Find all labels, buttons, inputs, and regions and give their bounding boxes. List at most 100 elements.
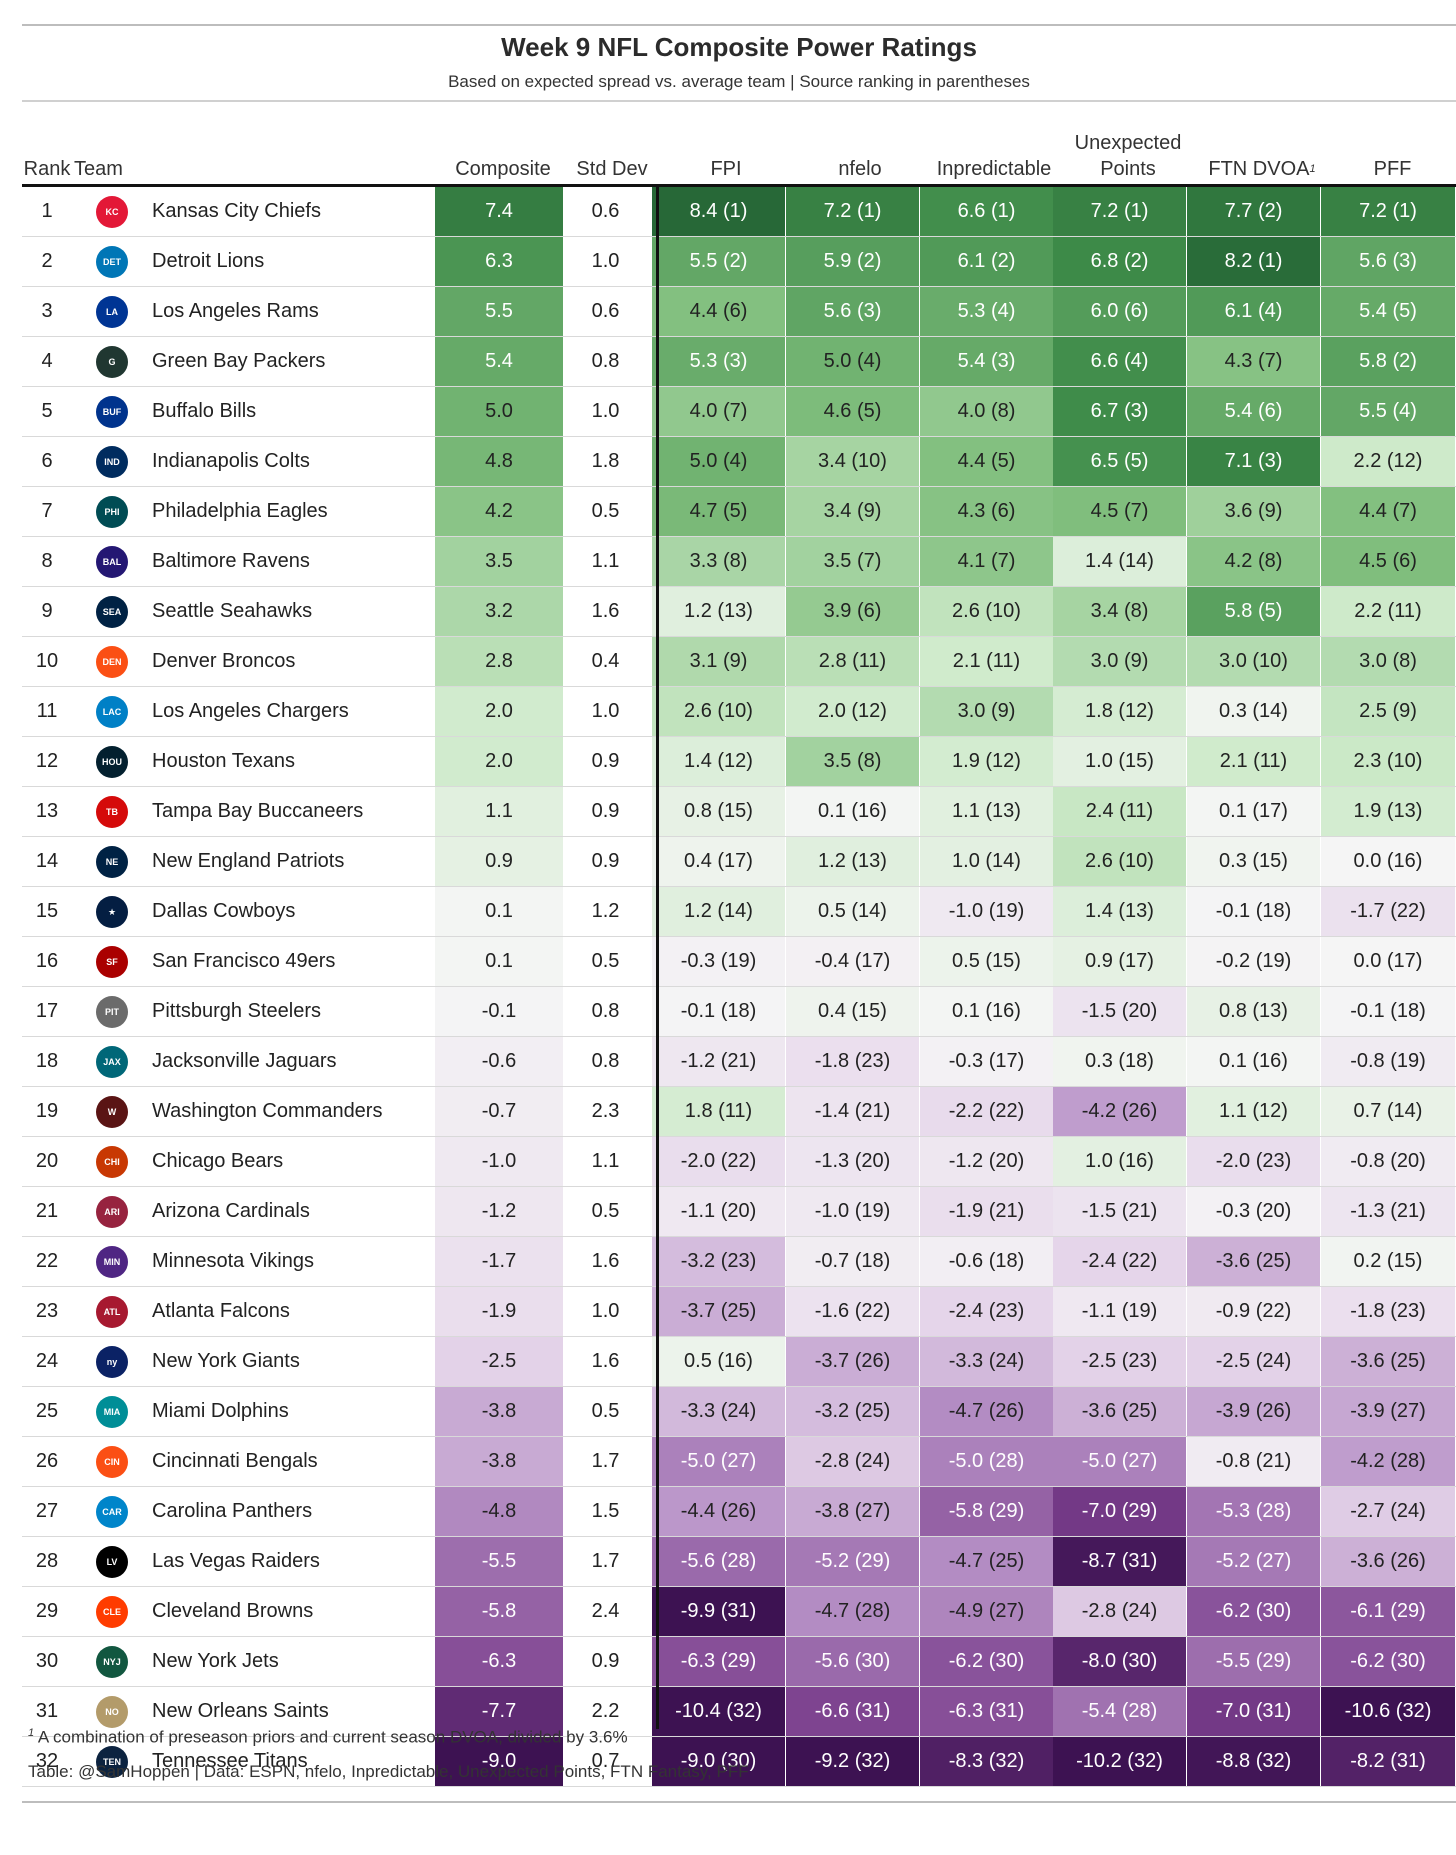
top-rule <box>22 24 1456 26</box>
fpi-cell: 2.6 (10) <box>652 687 785 736</box>
table-row: 27 CAR Carolina Panthers -4.8 1.5 -4.4 (26) -3… <box>22 1487 1456 1537</box>
pff-cell: 7.2 (1) <box>1321 187 1455 236</box>
nfelo-cell: -6.6 (31) <box>786 1687 919 1736</box>
nfelo-cell: -1.8 (23) <box>786 1037 919 1086</box>
nfelo-cell: 5.0 (4) <box>786 337 919 386</box>
table-row: 31 NO New Orleans Saints -7.7 2.2 -10.4 (32) -… <box>22 1687 1456 1737</box>
team-logo-icon: NO <box>96 1696 128 1728</box>
table-row: 22 MIN Minnesota Vikings -1.7 1.6 -3.2 (23) -0… <box>22 1237 1456 1287</box>
pff-cell: 1.9 (13) <box>1321 787 1455 836</box>
inpredictable-cell: -1.2 (20) <box>920 1137 1053 1186</box>
unexpected-cell: -5.4 (28) <box>1053 1687 1186 1736</box>
composite-cell: 0.9 <box>435 837 563 886</box>
table-row: 3 LA Los Angeles Rams 5.5 0.6 4.4 (6) 5.6 (3) 5… <box>22 287 1456 337</box>
composite-cell: -1.9 <box>435 1287 563 1336</box>
team-name: Jacksonville Jaguars <box>152 1050 337 1072</box>
table-row: 11 LAC Los Angeles Chargers 2.0 1.0 2.6 (10) 2… <box>22 687 1456 737</box>
team-logo-icon: CIN <box>96 1446 128 1478</box>
rank-cell: 18 <box>35 1050 59 1072</box>
inpredictable-cell: -5.8 (29) <box>920 1487 1053 1536</box>
ftn-cell: 5.8 (5) <box>1187 587 1320 636</box>
inpredictable-cell: 5.4 (3) <box>920 337 1053 386</box>
unexpected-cell: -3.6 (25) <box>1053 1387 1186 1436</box>
team-name: Minnesota Vikings <box>152 1250 314 1272</box>
table-row: 13 TB Tampa Bay Buccaneers 1.1 0.9 0.8 (15) 0.… <box>22 787 1456 837</box>
unexpected-cell: 6.8 (2) <box>1053 237 1186 286</box>
std_dev-cell: 0.6 <box>591 200 620 222</box>
pff-cell: -0.8 (20) <box>1321 1137 1455 1186</box>
ftn-cell: 0.3 (15) <box>1187 837 1320 886</box>
unexpected-cell: 6.0 (6) <box>1053 287 1186 336</box>
unexpected-cell: -10.2 (32) <box>1053 1737 1186 1786</box>
inpredictable-cell: 0.5 (15) <box>920 937 1053 986</box>
fpi-cell: 4.0 (7) <box>652 387 785 436</box>
std_dev-cell: 0.5 <box>591 1200 620 1222</box>
unexpected-cell: 1.4 (14) <box>1053 537 1186 586</box>
rank-cell: 11 <box>36 700 58 722</box>
team-logo-icon: BUF <box>96 396 128 428</box>
rank-cell: 12 <box>35 750 59 772</box>
team-name: Philadelphia Eagles <box>152 500 328 522</box>
rank-cell: 32 <box>35 1750 59 1772</box>
std_dev-cell: 0.8 <box>591 350 620 372</box>
team-logo-icon: JAX <box>96 1046 128 1078</box>
nfelo-cell: -5.6 (30) <box>786 1637 919 1686</box>
team-logo-icon: MIN <box>96 1246 128 1278</box>
fpi-cell: 1.8 (11) <box>652 1087 785 1136</box>
fpi-cell: 3.3 (8) <box>652 537 785 586</box>
pff-cell: 4.4 (7) <box>1321 487 1455 536</box>
std_dev-cell: 1.0 <box>591 1300 620 1322</box>
fpi-cell: 0.4 (17) <box>652 837 785 886</box>
inpredictable-cell: 2.1 (11) <box>920 637 1053 686</box>
pff-cell: 5.4 (5) <box>1321 287 1455 336</box>
unexpected-cell: 1.8 (12) <box>1053 687 1186 736</box>
header-ftn-dvoa: FTN DVOA 1 <box>1195 108 1329 182</box>
rank-cell: 31 <box>35 1700 59 1722</box>
unexpected-cell: -1.1 (19) <box>1053 1287 1186 1336</box>
std_dev-cell: 0.5 <box>591 1400 620 1422</box>
fpi-cell: -2.0 (22) <box>652 1137 785 1186</box>
fpi-cell: 4.4 (6) <box>652 287 785 336</box>
composite-cell: 5.0 <box>435 387 563 436</box>
table-row: 9 SEA Seattle Seahawks 3.2 1.6 1.2 (13) 3.9 (6… <box>22 587 1456 637</box>
ftn-cell: 0.1 (16) <box>1187 1037 1320 1086</box>
fpi-cell: 4.7 (5) <box>652 487 785 536</box>
fpi-cell: 5.5 (2) <box>652 237 785 286</box>
composite-cell: -9.0 <box>435 1737 563 1786</box>
composite-cell: 2.0 <box>435 687 563 736</box>
pff-cell: -2.7 (24) <box>1321 1487 1455 1536</box>
unexpected-cell: -8.7 (31) <box>1053 1537 1186 1586</box>
ftn-cell: 3.0 (10) <box>1187 637 1320 686</box>
composite-cell: 2.8 <box>435 637 563 686</box>
composite-cell: -3.8 <box>435 1437 563 1486</box>
team-logo-icon: CAR <box>96 1496 128 1528</box>
team-name: Washington Commanders <box>152 1100 383 1122</box>
source-divider <box>656 184 659 1729</box>
nfelo-cell: -1.0 (19) <box>786 1187 919 1236</box>
header-ftn-label: FTN DVOA <box>1208 158 1310 180</box>
pff-cell: -10.6 (32) <box>1321 1687 1455 1736</box>
inpredictable-cell: 6.1 (2) <box>920 237 1053 286</box>
ftn-cell: -0.1 (18) <box>1187 887 1320 936</box>
inpredictable-cell: -1.9 (21) <box>920 1187 1053 1236</box>
pff-cell: 5.6 (3) <box>1321 237 1455 286</box>
unexpected-cell: -2.5 (23) <box>1053 1337 1186 1386</box>
rank-cell: 8 <box>41 550 53 572</box>
header-pff: PFF <box>1373 158 1412 180</box>
team-name: Green Bay Packers <box>152 350 326 372</box>
inpredictable-cell: 1.9 (12) <box>920 737 1053 786</box>
std_dev-cell: 1.0 <box>591 250 620 272</box>
pff-cell: -3.6 (25) <box>1321 1337 1455 1386</box>
table-row: 16 SF San Francisco 49ers 0.1 0.5 -0.3 (19) -0… <box>22 937 1456 987</box>
inpredictable-cell: 4.4 (5) <box>920 437 1053 486</box>
composite-cell: -5.5 <box>435 1537 563 1586</box>
composite-cell: -3.8 <box>435 1387 563 1436</box>
team-name: Cincinnati Bengals <box>152 1450 318 1472</box>
ftn-cell: -2.0 (23) <box>1187 1137 1320 1186</box>
team-logo-icon: SF <box>96 946 128 978</box>
unexpected-cell: 3.0 (9) <box>1053 637 1186 686</box>
table-row: 15 ★ Dallas Cowboys 0.1 1.2 1.2 (14) 0.5 (14) -… <box>22 887 1456 937</box>
header-team: Team <box>74 158 123 180</box>
fpi-cell: -0.1 (18) <box>652 987 785 1036</box>
std_dev-cell: 0.7 <box>591 1750 620 1772</box>
